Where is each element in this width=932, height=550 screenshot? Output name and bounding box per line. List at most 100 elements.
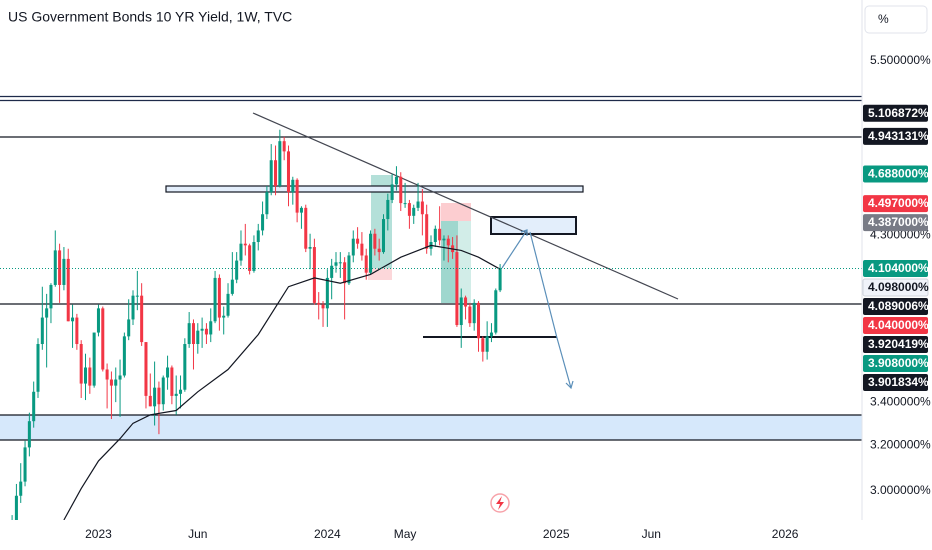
candle-body <box>58 250 62 285</box>
candle-body <box>204 328 208 335</box>
candle-body <box>317 302 321 305</box>
candle-body <box>83 367 88 384</box>
unit-box[interactable] <box>864 5 928 34</box>
price-label: 3.901834% <box>868 375 929 389</box>
candle-body <box>494 290 498 333</box>
trend-line <box>252 112 679 300</box>
candle-body <box>19 481 23 496</box>
candle-body <box>420 201 424 215</box>
candle-body <box>248 245 252 271</box>
candle-body <box>386 199 390 220</box>
candle-body <box>209 321 213 335</box>
candle-body <box>174 393 178 396</box>
candle-body <box>369 233 373 273</box>
candle-body <box>122 336 126 376</box>
candle-body <box>269 160 273 193</box>
candle-body <box>14 495 18 520</box>
candle-body <box>200 328 204 331</box>
long-position-stop <box>368 268 392 280</box>
candle-body <box>235 260 239 280</box>
candle-body <box>45 308 49 318</box>
candle-body <box>394 176 398 185</box>
y-tick-label: 3.000000% <box>870 483 931 497</box>
candle-body <box>243 243 247 246</box>
y-tick-label: 3.200000% <box>870 437 931 451</box>
candle-body <box>226 293 230 316</box>
short-position-stop <box>441 203 471 221</box>
price-label: 4.098000% <box>868 280 929 294</box>
candle-body <box>338 262 342 264</box>
candle-body <box>144 342 148 396</box>
price-label: 4.497000% <box>868 196 929 210</box>
x-tick-label: 2024 <box>314 527 341 541</box>
candle-body <box>468 306 472 324</box>
candle-body <box>88 367 92 386</box>
candle-body <box>286 151 290 193</box>
price-label-box <box>863 317 928 335</box>
price-label: 3.920419% <box>868 337 929 351</box>
candle-body <box>256 230 260 243</box>
candle-body <box>377 248 381 253</box>
candle-body <box>252 242 256 271</box>
candle-body <box>157 387 161 405</box>
x-tick-label: 2023 <box>85 527 112 541</box>
candle-body <box>416 201 420 208</box>
moving-average <box>63 244 501 520</box>
candle-body <box>196 330 200 345</box>
candle-body <box>334 262 338 266</box>
candle-body <box>109 379 113 386</box>
candle-body <box>170 367 174 396</box>
candle-body <box>135 295 139 297</box>
candle-body <box>274 160 278 186</box>
price-label-box <box>863 298 928 316</box>
price-label: 4.089006% <box>868 299 929 313</box>
candle-body <box>472 302 476 324</box>
candle-body <box>213 277 217 322</box>
candle-body <box>49 284 53 309</box>
candle-body <box>278 141 282 186</box>
resistance-box <box>165 185 584 193</box>
candle-body <box>217 277 221 318</box>
price-label: 4.040000% <box>868 318 929 332</box>
candle-body <box>96 308 100 333</box>
candle-body <box>381 219 386 253</box>
candle-body <box>356 238 360 244</box>
candle-body <box>114 379 118 386</box>
candle-body <box>79 344 83 384</box>
candle-body <box>360 243 364 256</box>
arrow-head <box>520 229 528 236</box>
candle-body <box>166 367 170 378</box>
candle-body <box>455 252 459 326</box>
price-label-box <box>863 260 928 278</box>
candle-body <box>364 255 368 273</box>
candle-body <box>407 203 411 216</box>
candle-body <box>446 238 450 246</box>
candle-body <box>261 214 265 231</box>
candle-body <box>27 421 31 448</box>
candle-body <box>351 238 355 256</box>
candle-body <box>459 297 463 326</box>
candle-body <box>71 317 75 322</box>
alert-icon[interactable] <box>490 493 510 513</box>
price-label-box <box>863 165 928 183</box>
candle-body <box>53 250 57 285</box>
candle-body <box>295 179 299 213</box>
candle-body <box>127 319 131 337</box>
candle-body <box>325 277 329 309</box>
candle-body <box>222 315 226 318</box>
x-tick-label: 2025 <box>543 527 570 541</box>
x-tick-label: 2026 <box>772 527 799 541</box>
candle-body <box>282 141 286 152</box>
candle-body <box>373 233 377 249</box>
price-label-box <box>863 104 928 122</box>
price-label: 4.943131% <box>868 129 929 143</box>
candle-body <box>485 336 489 352</box>
candle-body <box>403 203 407 205</box>
plot-area <box>0 95 862 520</box>
short-position-fill <box>441 221 458 303</box>
y-tick-label: 5.500000% <box>870 53 931 67</box>
candle-body <box>66 258 70 322</box>
candle-body <box>438 228 442 241</box>
candle-body <box>191 323 195 345</box>
